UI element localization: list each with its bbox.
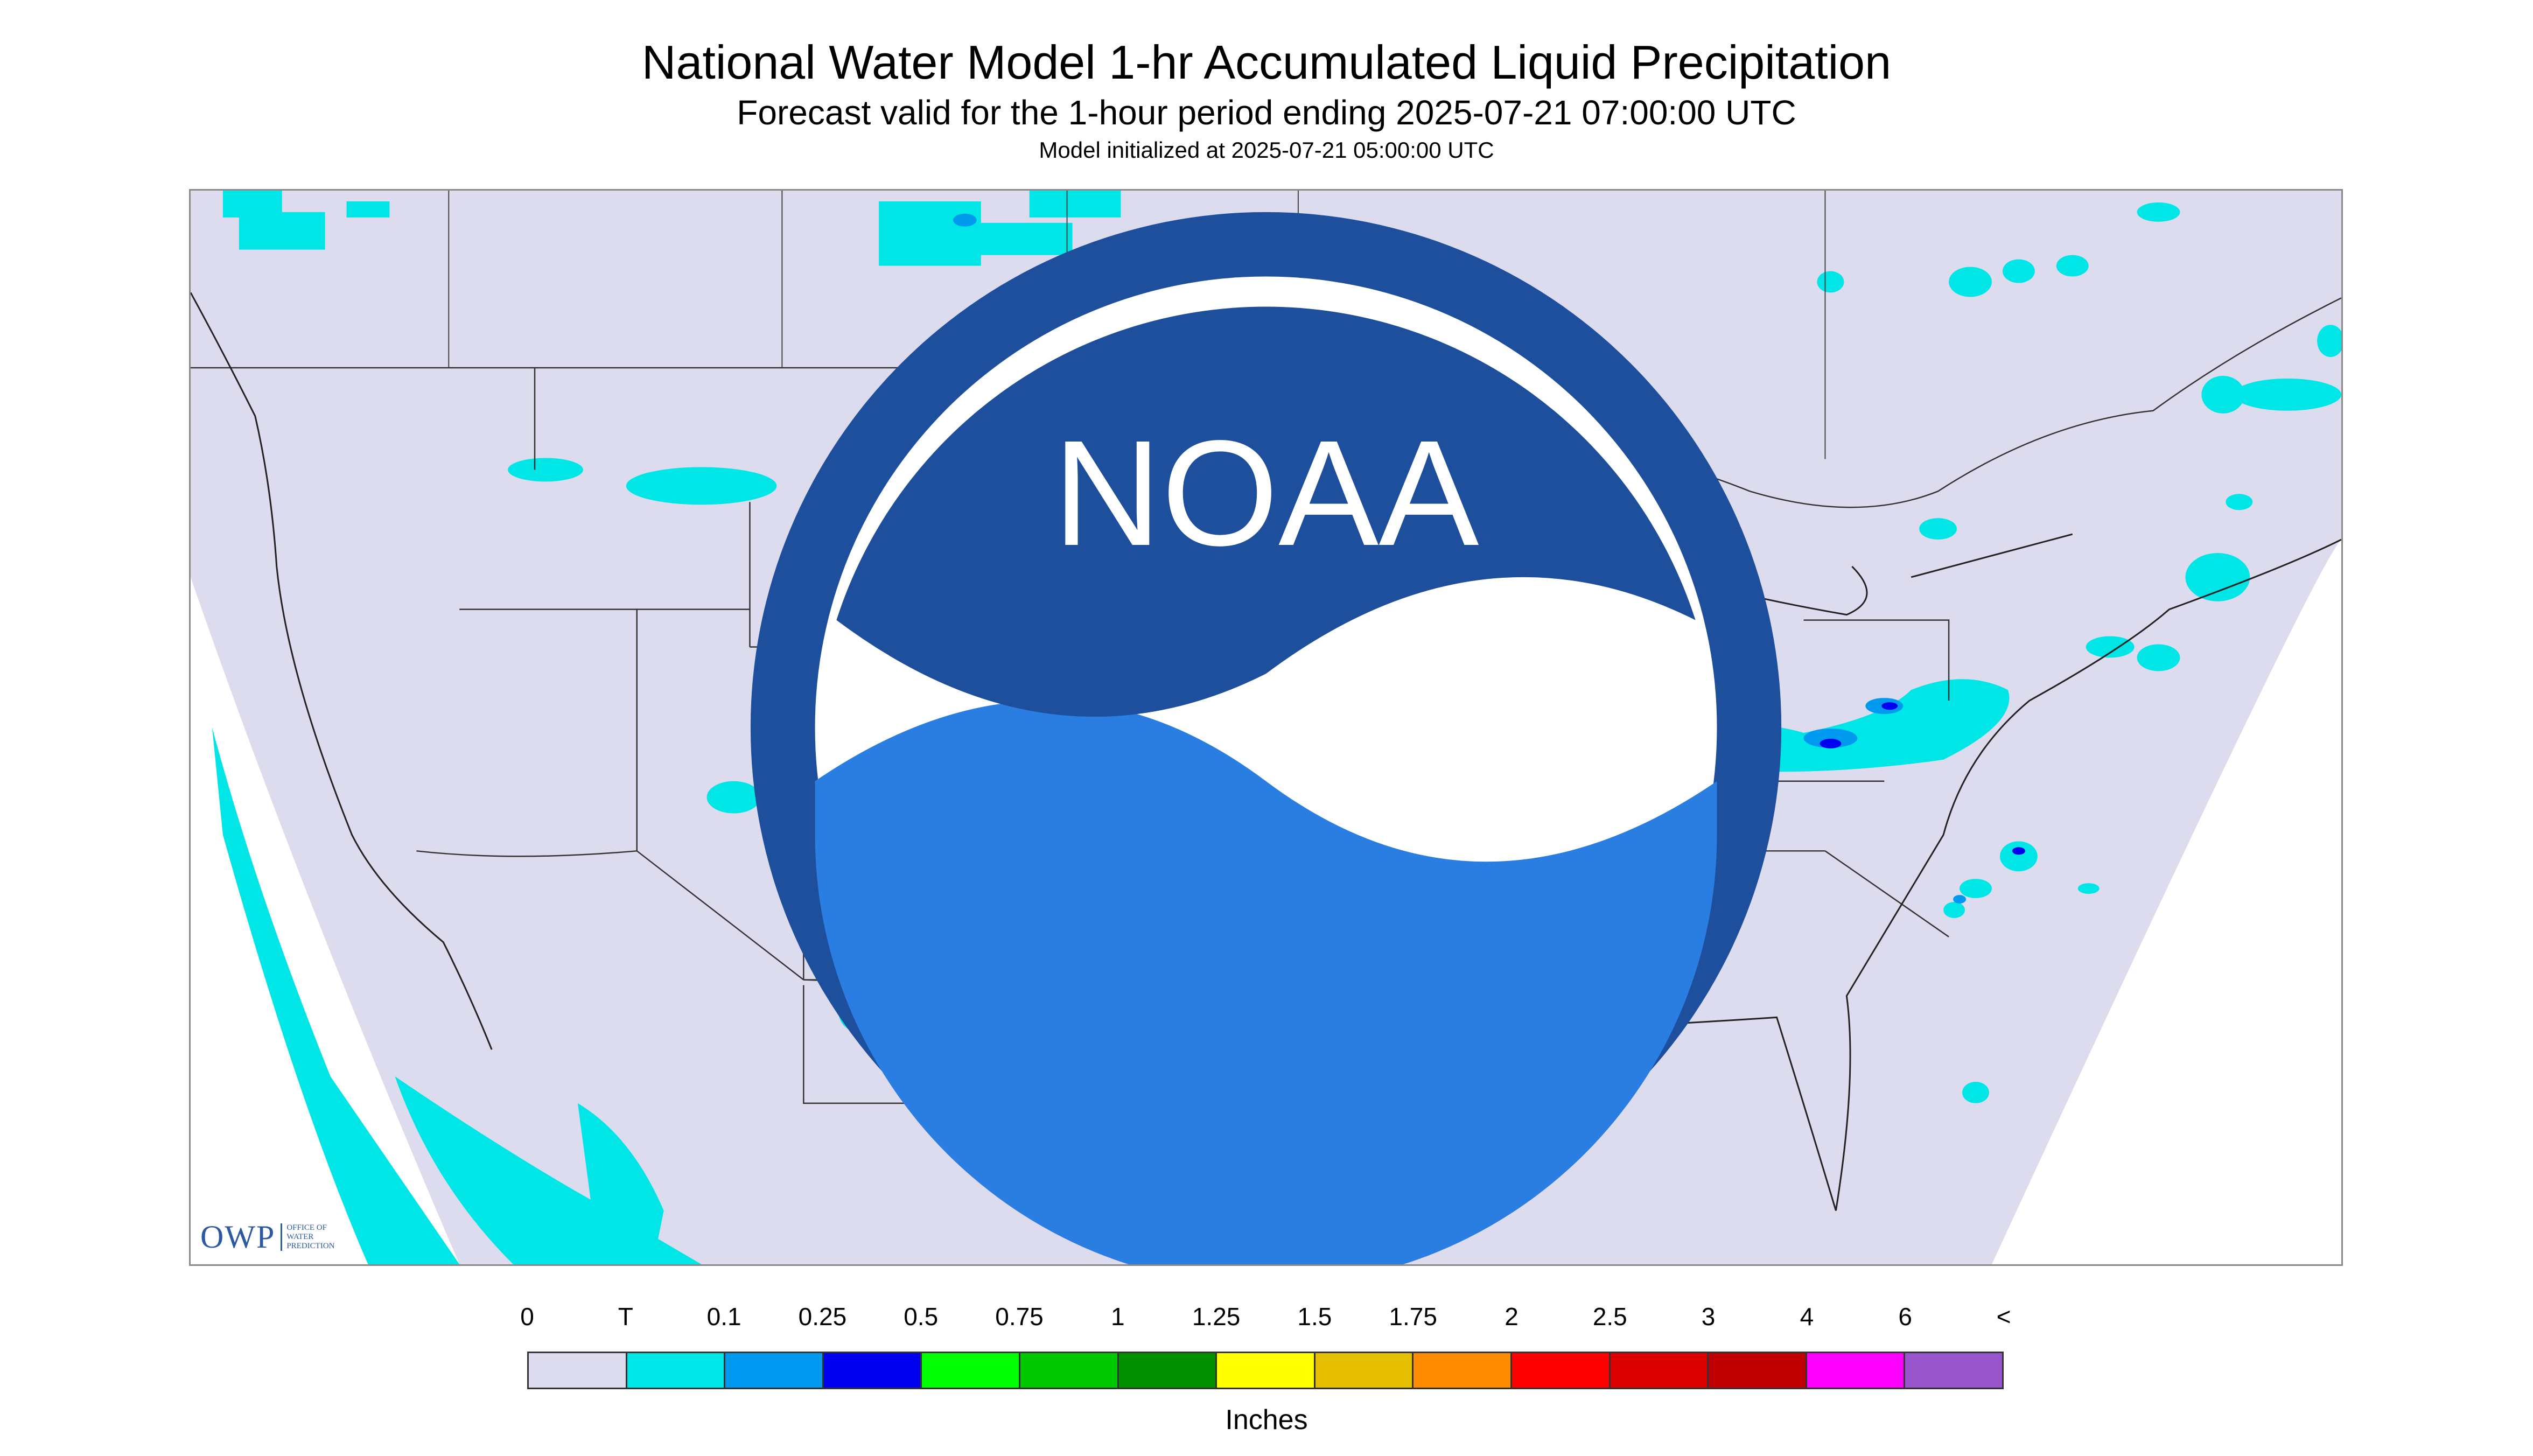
noaa-icon: NOAA (750, 212, 1782, 1264)
legend-swatch (1610, 1353, 1709, 1388)
legend-tick-label: 0.5 (904, 1303, 939, 1331)
precipitation-map: OWP Office of Water Prediction NOAA (189, 189, 2343, 1266)
legend-tick-label: 2.5 (1592, 1303, 1627, 1331)
legend-swatch (1414, 1353, 1512, 1388)
legend-swatch (1217, 1353, 1316, 1388)
legend-tick-label: T (618, 1303, 633, 1331)
legend-units: Inches (1225, 1404, 1308, 1436)
owp-sub-2: Water (286, 1233, 314, 1241)
legend-swatch (1807, 1353, 1906, 1388)
legend-swatch (1315, 1353, 1414, 1388)
legend-tick-label: 1.75 (1389, 1303, 1437, 1331)
legend-swatch (725, 1353, 824, 1388)
legend-tick-label: 0.75 (995, 1303, 1044, 1331)
legend-swatch (1020, 1353, 1119, 1388)
legend-tick-label: 1 (1111, 1303, 1125, 1331)
map-subtitle: Forecast valid for the 1-hour period end… (737, 93, 1796, 132)
legend-tick-label: 1.25 (1192, 1303, 1241, 1331)
legend-swatch (627, 1353, 726, 1388)
noaa-text: NOAA (1053, 409, 1479, 577)
legend-swatch (823, 1353, 922, 1388)
legend-tick-label: 0 (520, 1303, 534, 1331)
legend-swatch (1709, 1353, 1807, 1388)
legend-tick-label: < (1996, 1303, 2011, 1331)
color-legend (527, 1352, 2004, 1389)
model-init-time: Model initialized at 2025-07-21 05:00:00… (1039, 137, 1494, 163)
legend-swatch (1118, 1353, 1217, 1388)
legend-swatch (529, 1353, 627, 1388)
owp-logo: OWP Office of Water Prediction (200, 1219, 335, 1256)
map-title: National Water Model 1-hr Accumulated Li… (641, 36, 1892, 89)
legend-tick-label: 6 (1898, 1303, 1912, 1331)
legend-tick-label: 4 (1800, 1303, 1814, 1331)
owp-logo-text: OWP (200, 1219, 276, 1255)
owp-sub-1: Office of (286, 1223, 327, 1232)
legend-swatch (1512, 1353, 1611, 1388)
legend-tick-label: 0.1 (706, 1303, 741, 1331)
legend-swatch (922, 1353, 1020, 1388)
owp-logo-subtext: Office of Water Prediction (281, 1223, 335, 1251)
legend-tick-label: 1.5 (1297, 1303, 1332, 1331)
legend-tick-label: 3 (1701, 1303, 1716, 1331)
legend-swatch (1905, 1353, 2002, 1388)
legend-tick-label: 0.25 (798, 1303, 847, 1331)
legend-tick-label: 2 (1505, 1303, 1519, 1331)
owp-sub-3: Prediction (286, 1242, 335, 1250)
